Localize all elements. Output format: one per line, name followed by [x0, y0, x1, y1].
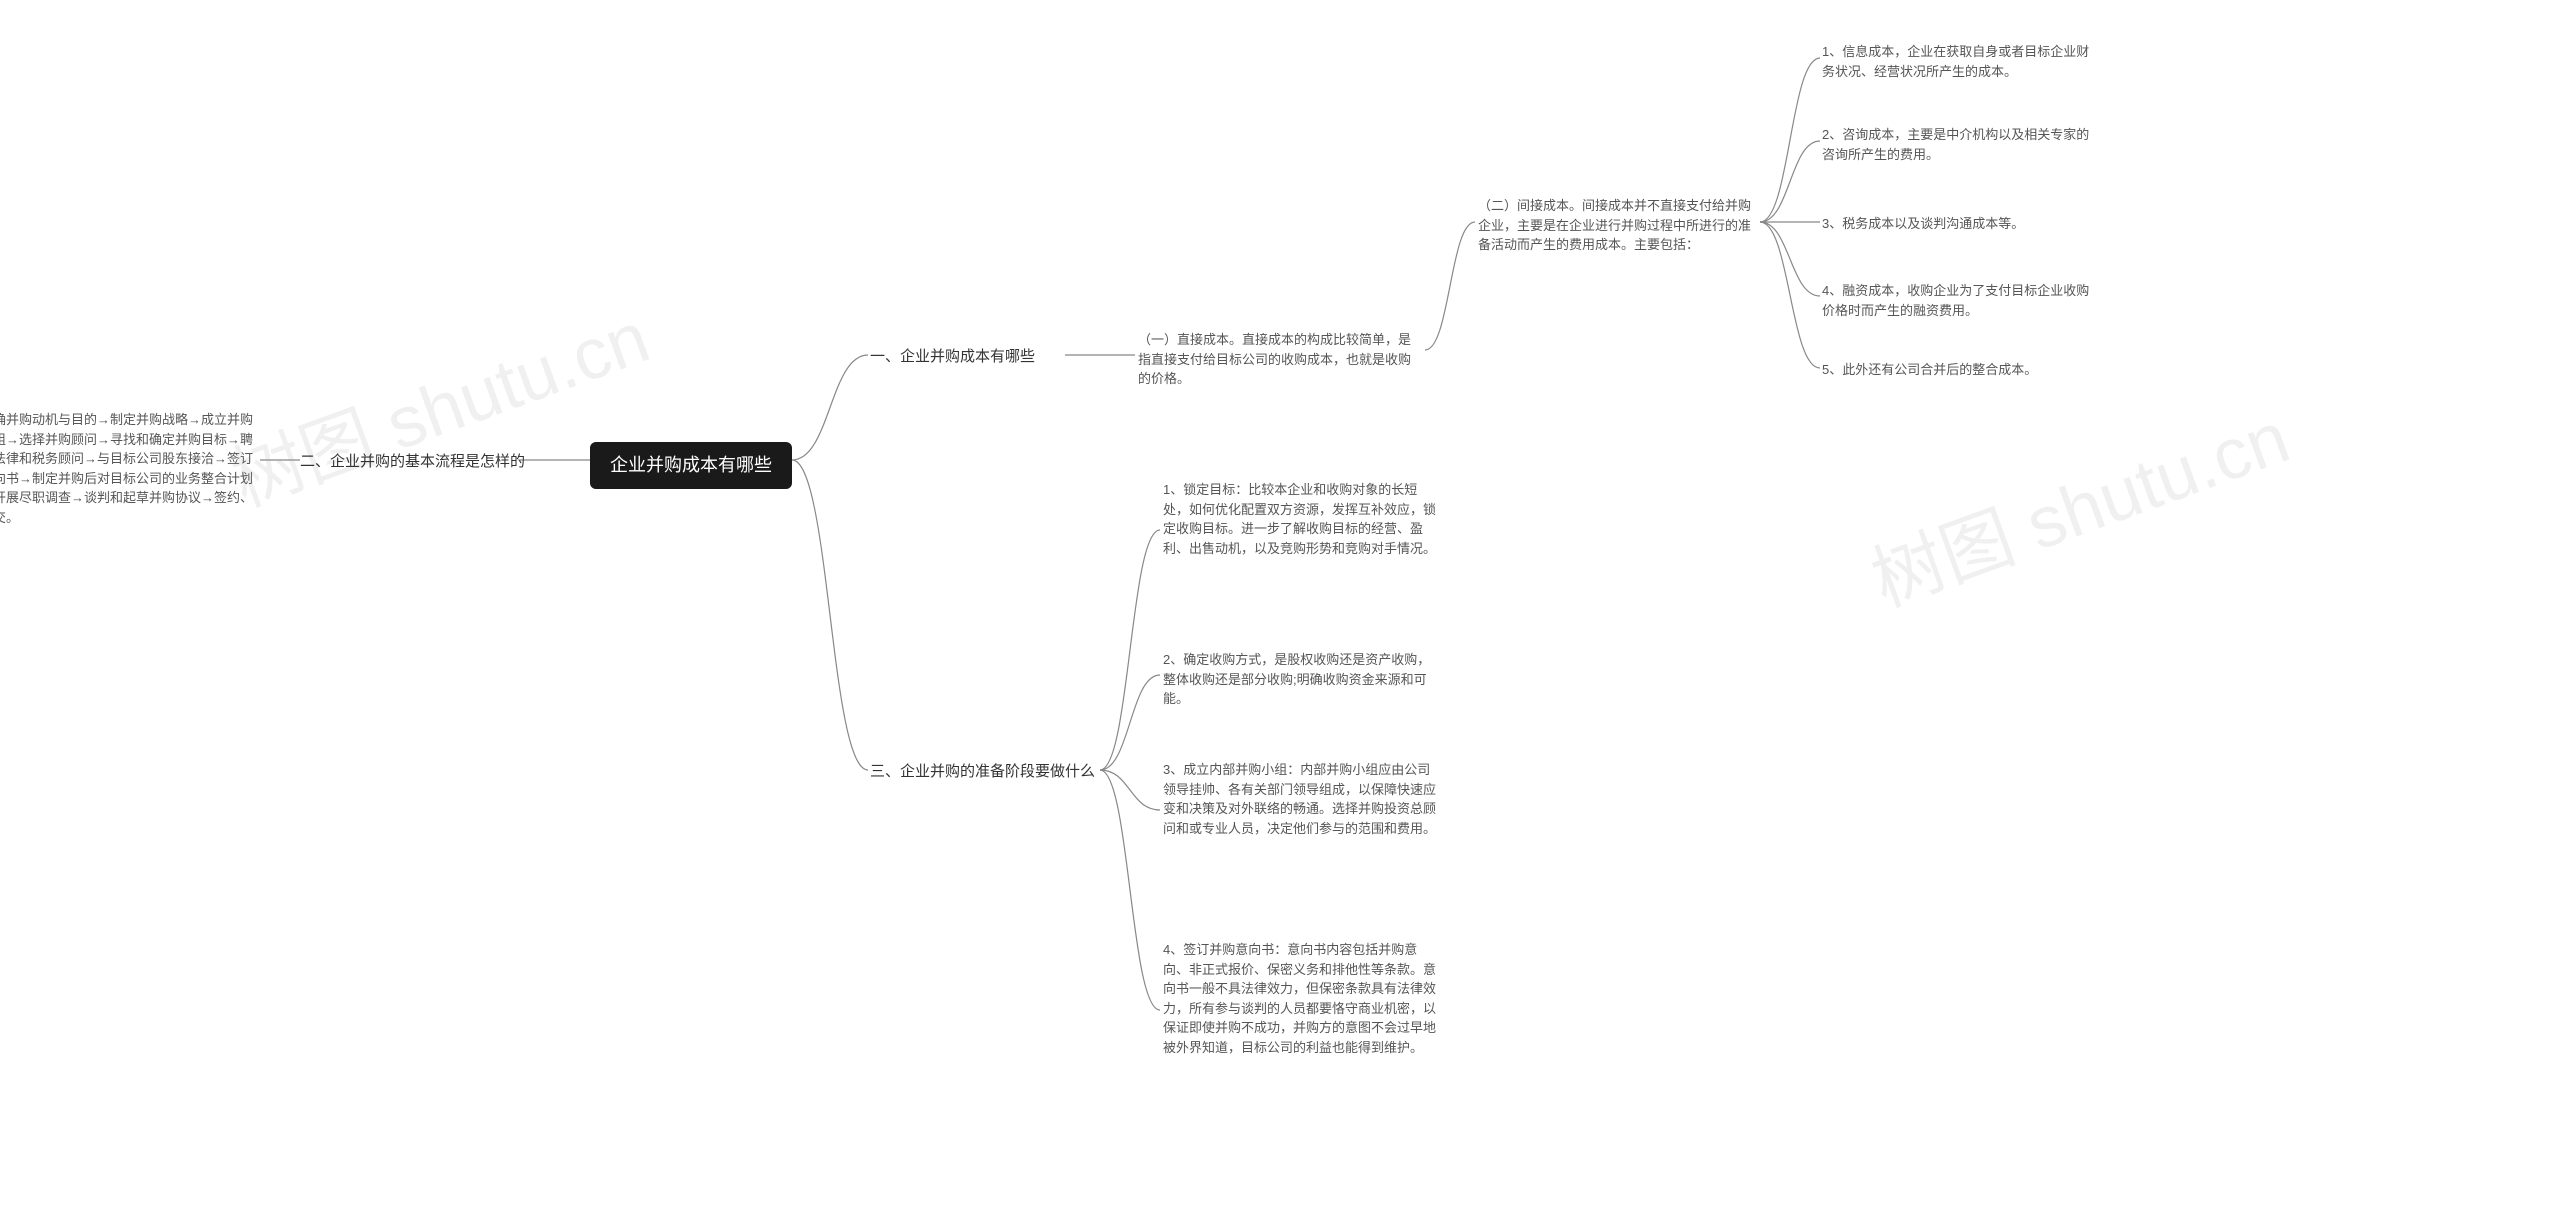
leaf-tax-cost: 3、税务成本以及谈判沟通成本等。 — [1822, 214, 2102, 234]
branch-preparation: 三、企业并购的准备阶段要做什么 — [870, 761, 1095, 784]
leaf-integration-cost: 5、此外还有公司合并后的整合成本。 — [1822, 360, 2102, 380]
branch-costs: 一、企业并购成本有哪些 — [870, 346, 1035, 369]
leaf-prep-4: 4、签订并购意向书：意向书内容包括并购意向、非正式报价、保密义务和排他性等条款。… — [1163, 940, 1443, 1057]
leaf-indirect-cost: （二）间接成本。间接成本并不直接支付给并购企业，主要是在企业进行并购过程中所进行… — [1478, 196, 1763, 255]
leaf-process-detail: 明确并购动机与目的→制定并购战略→成立并购小组→选择并购顾问→寻找和确定并购目标… — [0, 410, 260, 527]
leaf-prep-1: 1、锁定目标：比较本企业和收购对象的长短处，如何优化配置双方资源，发挥互补效应，… — [1163, 480, 1443, 558]
leaf-info-cost: 1、信息成本，企业在获取自身或者目标企业财务状况、经营状况所产生的成本。 — [1822, 42, 2102, 81]
leaf-consult-cost: 2、咨询成本，主要是中介机构以及相关专家的咨询所产生的费用。 — [1822, 125, 2102, 164]
watermark: 树图 shutu.cn — [215, 279, 661, 527]
leaf-prep-2: 2、确定收购方式，是股权收购还是资产收购，整体收购还是部分收购;明确收购资金来源… — [1163, 650, 1443, 709]
branch-process: 二、企业并购的基本流程是怎样的 — [300, 451, 525, 474]
root-node: 企业并购成本有哪些 — [590, 442, 792, 489]
leaf-prep-3: 3、成立内部并购小组：内部并购小组应由公司领导挂帅、各有关部门领导组成，以保障快… — [1163, 760, 1443, 838]
watermark: 树图 shutu.cn — [1855, 379, 2301, 627]
leaf-finance-cost: 4、融资成本，收购企业为了支付目标企业收购价格时而产生的融资费用。 — [1822, 281, 2102, 320]
leaf-direct-cost: （一）直接成本。直接成本的构成比较简单，是指直接支付给目标公司的收购成本，也就是… — [1138, 330, 1423, 389]
